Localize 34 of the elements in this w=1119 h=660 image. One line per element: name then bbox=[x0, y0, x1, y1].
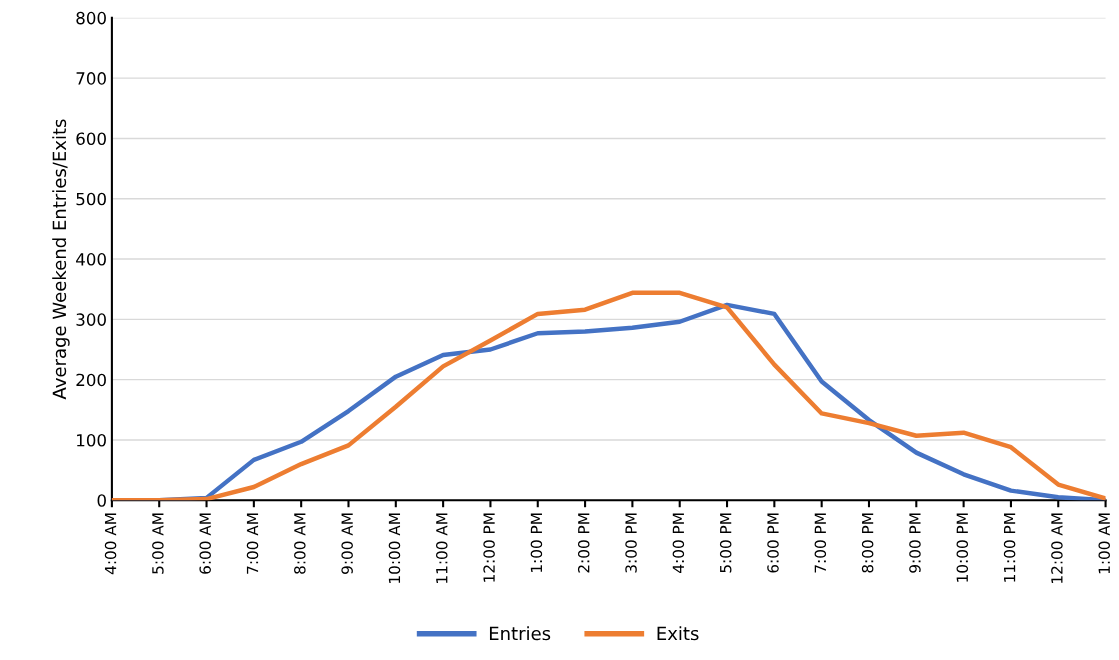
x-tick-label: 5:00 PM bbox=[719, 513, 732, 573]
x-tick-label: 12:00 PM bbox=[483, 513, 495, 582]
x-tick-label: 4:00 PM bbox=[672, 513, 685, 573]
y-tick-label: 400 bbox=[76, 253, 106, 266]
x-tick-label: 12:00 AM bbox=[1051, 513, 1063, 583]
x-tick-label: 3:00 PM bbox=[625, 513, 637, 573]
x-tick-label: 11:00 PM bbox=[1003, 513, 1016, 582]
x-tick-label: 11:00 AM bbox=[436, 513, 448, 583]
y-tick-label: 100 bbox=[77, 433, 106, 447]
x-tick-label: 10:00 PM bbox=[956, 513, 969, 582]
y-tick-label: 0 bbox=[97, 494, 106, 507]
y-tick-label: 700 bbox=[76, 72, 106, 85]
x-tick-label: 7:00 AM bbox=[246, 513, 259, 574]
x-tick-label: 7:00 PM bbox=[814, 513, 827, 573]
x-tick-label: 1:00 PM bbox=[530, 513, 543, 572]
x-tick-label: 6:00 PM bbox=[767, 513, 779, 573]
x-tick-label: 1:00 AM bbox=[1098, 513, 1111, 574]
x-tick-label: 8:00 PM bbox=[861, 513, 874, 573]
y-tick-label: 800 bbox=[76, 11, 106, 25]
y-tick-label: 600 bbox=[76, 132, 106, 145]
y-tick-label: 500 bbox=[76, 192, 106, 206]
x-tick-label: 2:00 PM bbox=[577, 513, 590, 573]
y-axis-title: Average Weekend Entries/Exits bbox=[52, 119, 70, 400]
legend-label: Entries bbox=[489, 626, 551, 641]
y-tick-label: 200 bbox=[76, 373, 106, 387]
legend-label: Exits bbox=[657, 626, 699, 641]
x-tick-label: 8:00 AM bbox=[294, 513, 306, 574]
x-tick-label: 10:00 AM bbox=[388, 513, 401, 583]
x-tick-label: 9:00 AM bbox=[341, 513, 353, 574]
x-tick-label: 9:00 PM bbox=[909, 513, 921, 573]
x-tick-label: 4:00 AM bbox=[104, 513, 117, 575]
x-tick-label: 6:00 AM bbox=[199, 513, 211, 574]
y-tick-label: 300 bbox=[76, 313, 106, 326]
x-tick-label: 5:00 AM bbox=[152, 513, 164, 574]
